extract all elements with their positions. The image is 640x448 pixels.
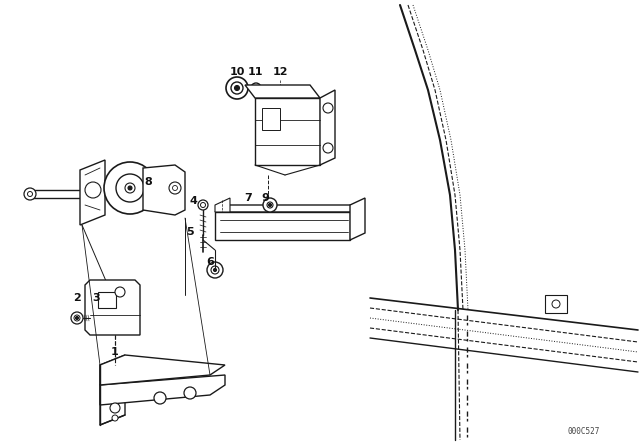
- Polygon shape: [215, 205, 360, 212]
- Bar: [98, 292, 116, 308]
- Circle shape: [28, 191, 33, 197]
- Circle shape: [552, 300, 560, 308]
- Circle shape: [125, 183, 135, 193]
- Polygon shape: [255, 98, 320, 165]
- Text: 10: 10: [229, 67, 244, 77]
- Polygon shape: [215, 212, 350, 240]
- Polygon shape: [100, 355, 125, 425]
- Circle shape: [323, 143, 333, 153]
- Circle shape: [267, 202, 273, 208]
- Circle shape: [173, 185, 177, 190]
- Circle shape: [74, 315, 80, 321]
- Text: 7: 7: [244, 193, 252, 203]
- Circle shape: [263, 198, 277, 212]
- Circle shape: [200, 202, 205, 207]
- Circle shape: [226, 77, 248, 99]
- Polygon shape: [80, 160, 105, 225]
- Polygon shape: [320, 90, 335, 165]
- Circle shape: [234, 86, 239, 90]
- Text: 12: 12: [272, 67, 288, 77]
- Circle shape: [85, 182, 101, 198]
- Circle shape: [169, 182, 181, 194]
- Circle shape: [184, 387, 196, 399]
- Bar: [545, 295, 567, 313]
- Circle shape: [104, 162, 156, 214]
- Circle shape: [214, 268, 216, 271]
- Polygon shape: [215, 198, 230, 212]
- Bar: [262, 108, 280, 130]
- Polygon shape: [85, 280, 140, 335]
- Circle shape: [110, 403, 120, 413]
- Circle shape: [112, 415, 118, 421]
- Text: 1: 1: [111, 347, 119, 357]
- Circle shape: [116, 174, 144, 202]
- Text: 2: 2: [73, 293, 81, 303]
- Text: 5: 5: [186, 227, 194, 237]
- Circle shape: [269, 203, 271, 207]
- Polygon shape: [143, 165, 185, 215]
- Circle shape: [211, 266, 219, 274]
- Polygon shape: [245, 85, 320, 98]
- Circle shape: [128, 186, 132, 190]
- Text: 11: 11: [247, 67, 263, 77]
- Circle shape: [251, 83, 261, 93]
- Circle shape: [24, 188, 36, 200]
- Polygon shape: [100, 355, 225, 385]
- Circle shape: [154, 392, 166, 404]
- Polygon shape: [100, 375, 225, 405]
- Circle shape: [198, 200, 208, 210]
- Circle shape: [115, 287, 125, 297]
- Text: 8: 8: [144, 177, 152, 187]
- Circle shape: [76, 316, 79, 319]
- Circle shape: [254, 86, 258, 90]
- Circle shape: [231, 82, 243, 94]
- Text: 4: 4: [189, 196, 197, 206]
- Circle shape: [71, 312, 83, 324]
- Text: 6: 6: [206, 257, 214, 267]
- Text: 000C527: 000C527: [568, 427, 600, 436]
- Text: 9: 9: [261, 193, 269, 203]
- Polygon shape: [350, 198, 365, 240]
- Text: 3: 3: [92, 293, 100, 303]
- Circle shape: [207, 262, 223, 278]
- Circle shape: [323, 103, 333, 113]
